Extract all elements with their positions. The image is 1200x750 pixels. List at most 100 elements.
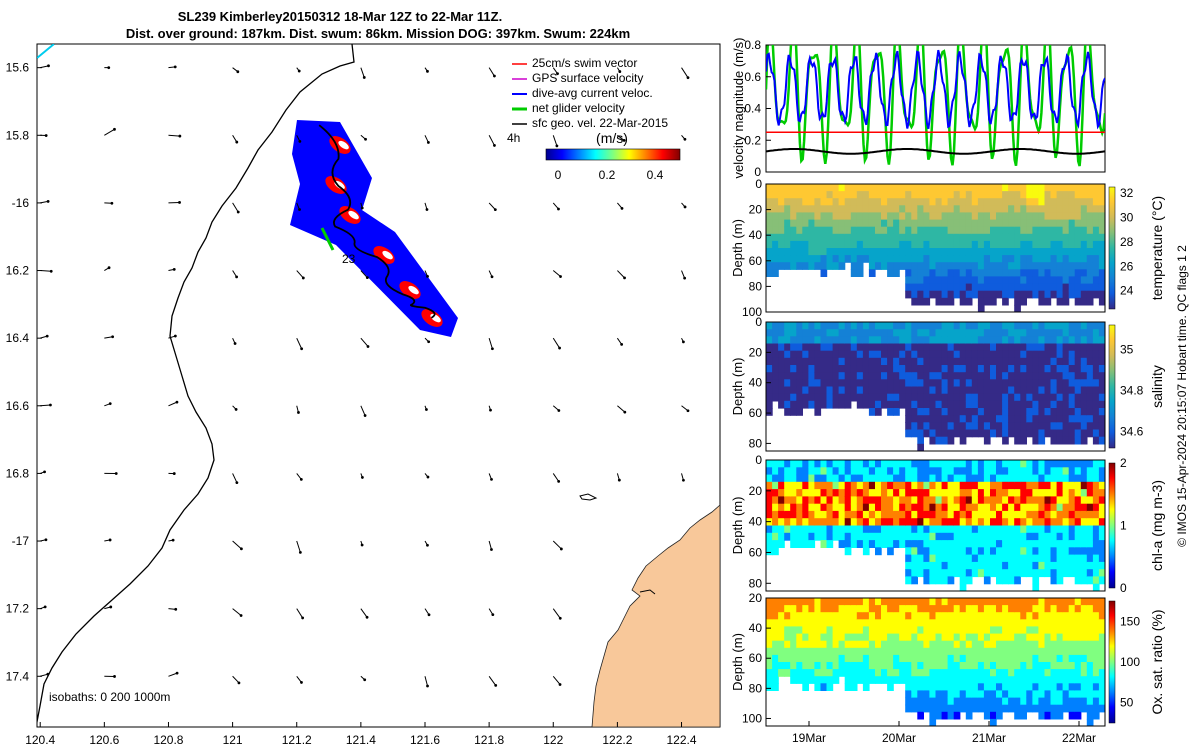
heat-cell — [1098, 393, 1105, 402]
heat-axes-box — [765, 321, 1106, 452]
heat-cell — [953, 474, 961, 483]
heat-cell — [911, 460, 918, 468]
heat-cell — [887, 669, 894, 677]
heat-cell — [1032, 647, 1040, 656]
heat-cell — [971, 598, 979, 606]
heat-cell — [826, 365, 834, 373]
heat-cell — [850, 248, 858, 256]
geo-arrow-head — [425, 408, 428, 411]
heat-cell — [868, 212, 876, 221]
heat-cell — [772, 460, 779, 468]
heat-cell — [1002, 400, 1009, 409]
heat-cell — [1056, 460, 1064, 468]
heat-cell — [929, 400, 937, 409]
heat-cell — [965, 561, 973, 570]
heat-cell — [1002, 422, 1009, 431]
heat-x-tick-label: 21Mar — [972, 731, 1006, 745]
heat-cell — [990, 683, 997, 691]
heat-cell — [965, 379, 973, 388]
heat-cell — [814, 654, 822, 663]
heat-y-tick-label: 0 — [755, 177, 762, 191]
heat-cell — [941, 540, 949, 548]
heat-cell — [977, 460, 985, 468]
geo-arrow-head — [239, 614, 243, 617]
heat-cell — [1050, 198, 1058, 206]
heat-cell — [808, 336, 816, 345]
heat-cell — [784, 496, 791, 505]
heat-cell — [917, 357, 924, 366]
heat-cell — [838, 240, 846, 249]
heat-cell — [802, 343, 809, 352]
heat-cell — [1080, 460, 1088, 468]
heat-cell — [1008, 262, 1015, 270]
heat-cell — [862, 386, 870, 395]
geo-arrow-head — [558, 616, 562, 620]
heat-cell — [887, 336, 894, 345]
heat-cell — [905, 248, 912, 256]
heat-cell — [905, 226, 912, 235]
heat-cell — [1044, 226, 1052, 235]
heat-cell — [947, 569, 955, 578]
heat-cell — [1086, 718, 1094, 726]
heat-cell — [923, 422, 931, 431]
heat-cell — [947, 386, 955, 395]
heat-cell — [935, 248, 943, 256]
geo-arrow-head — [175, 400, 179, 404]
heat-cell — [971, 422, 979, 431]
heat-cell — [1074, 532, 1082, 541]
geo-arrow — [168, 401, 178, 407]
heat-cell — [796, 605, 803, 613]
heat-cell — [1062, 233, 1070, 242]
heat-cell — [1014, 662, 1021, 670]
heat-cell — [1038, 329, 1046, 337]
heat-cell — [935, 350, 943, 359]
heat-cell — [1002, 276, 1009, 285]
geo-arrow-head — [44, 538, 48, 542]
heat-cell — [959, 619, 967, 627]
geo-arrow — [552, 608, 561, 619]
heat-cell — [996, 329, 1003, 337]
heat-cell — [929, 569, 937, 578]
heat-cell — [959, 365, 967, 373]
heat-cell — [990, 393, 997, 402]
heat-cell — [814, 503, 822, 512]
heat-cell — [977, 510, 985, 519]
heat-cell — [947, 212, 955, 221]
heat-cell — [941, 400, 949, 409]
heat-cell — [802, 676, 809, 684]
heat-cell — [971, 467, 979, 476]
heat-cell — [959, 408, 967, 416]
heat-cell — [941, 654, 949, 663]
heat-cell — [820, 598, 828, 606]
heat-cell — [778, 233, 785, 242]
heat-cell — [899, 481, 906, 490]
heat-cell — [766, 598, 773, 606]
heat-cell — [1080, 547, 1088, 556]
heat-cell — [953, 460, 961, 468]
heat-cell — [953, 240, 961, 249]
geo-arrow — [232, 675, 240, 684]
heat-cell — [1086, 554, 1094, 563]
heat-cell — [1092, 460, 1100, 468]
heat-cell — [965, 184, 973, 192]
heat-cell — [1020, 676, 1027, 684]
heat-cell — [814, 518, 822, 527]
heat-cell — [881, 598, 888, 606]
heat-cell — [917, 605, 924, 613]
heat-cell — [1014, 415, 1021, 423]
heat-cell — [862, 647, 870, 656]
heat-cell — [1020, 415, 1027, 423]
heat-cell — [990, 561, 997, 570]
heat-cell — [1020, 379, 1027, 388]
heat-cell — [790, 518, 797, 527]
heat-cell — [1020, 496, 1027, 505]
heat-cell — [911, 205, 918, 213]
heat-cell — [935, 633, 943, 642]
heat-cell — [766, 496, 773, 505]
heat-cell — [983, 262, 991, 270]
heat-cell — [832, 205, 840, 213]
heat-cell — [990, 547, 997, 556]
heat-cell — [808, 219, 816, 228]
heat-cell — [1074, 510, 1082, 519]
heat-cell — [1062, 554, 1070, 563]
